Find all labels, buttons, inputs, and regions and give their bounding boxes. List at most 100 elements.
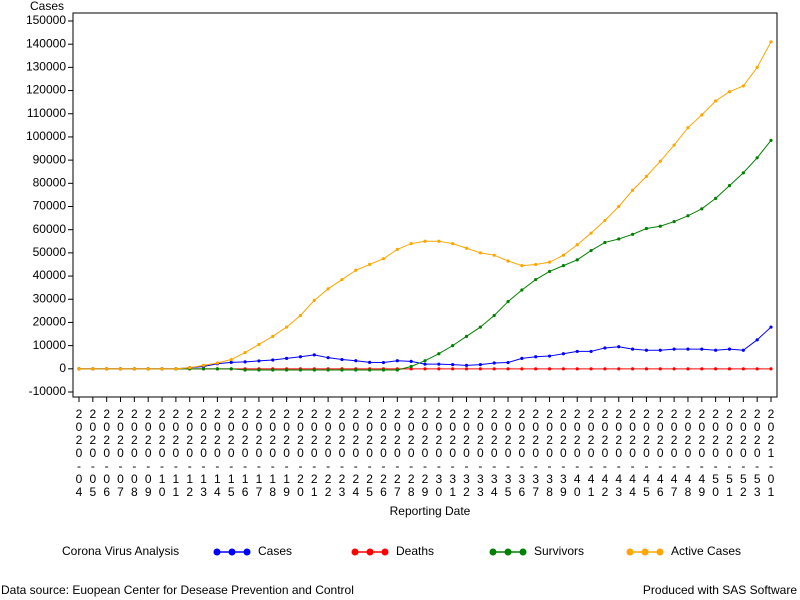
data-point — [672, 219, 676, 224]
x-tick-label: 2020-37 — [532, 407, 540, 499]
data-point — [644, 348, 649, 352]
x-tick-label: 2020-27 — [393, 407, 401, 499]
legend-label: Cases — [258, 544, 292, 558]
data-point — [520, 288, 524, 292]
data-point — [340, 368, 344, 372]
data-point — [368, 360, 372, 364]
x-tick-label: 2020-29 — [421, 407, 429, 499]
data-point — [146, 367, 150, 371]
data-point — [561, 264, 566, 268]
y-tick-label: 130000 — [26, 60, 66, 74]
data-point — [409, 242, 413, 246]
data-point — [229, 367, 233, 371]
data-point — [686, 126, 690, 130]
data-point — [506, 259, 510, 263]
data-point — [589, 248, 593, 253]
y-tick-label: 50000 — [33, 245, 67, 259]
data-point — [201, 367, 206, 371]
data-point — [451, 363, 455, 367]
data-point — [423, 367, 427, 371]
data-point — [589, 367, 593, 371]
y-tick-label: 60000 — [33, 222, 67, 236]
data-point — [298, 368, 303, 372]
data-point — [257, 368, 261, 372]
x-tick-label: 2020-52 — [739, 407, 747, 499]
data-point — [326, 368, 330, 372]
data-point — [506, 367, 510, 371]
legend-marker — [351, 548, 359, 556]
x-tick-label: 2020-39 — [560, 407, 567, 499]
data-point — [700, 207, 704, 211]
data-point — [617, 237, 621, 241]
data-point — [575, 349, 579, 354]
data-point — [534, 262, 538, 267]
x-axis-title: Reporting Date — [389, 504, 471, 518]
data-point — [451, 367, 455, 371]
legend-marker — [489, 548, 497, 556]
source-note: Data source: Euopean Center for Desease … — [1, 583, 354, 597]
x-tick-label: 2021-01 — [767, 407, 775, 499]
data-point — [769, 138, 773, 143]
x-tick-label: 2020-50 — [712, 407, 719, 499]
data-point — [631, 347, 635, 351]
data-point — [381, 360, 386, 365]
data-point — [755, 65, 759, 69]
data-point — [700, 347, 704, 351]
x-tick-label: 2020-47 — [670, 407, 678, 499]
data-point — [700, 113, 704, 117]
y-tick-label: 20000 — [33, 315, 67, 329]
data-point — [672, 347, 676, 351]
data-point — [492, 367, 496, 371]
y-tick-label: 70000 — [33, 199, 67, 213]
data-point — [354, 359, 358, 363]
x-tick-label: 2020-44 — [629, 407, 636, 499]
data-point — [174, 367, 178, 371]
data-point — [658, 348, 662, 352]
y-tick-label: 120000 — [26, 83, 66, 97]
data-point — [534, 355, 538, 359]
data-point — [312, 368, 316, 372]
data-point — [534, 367, 538, 371]
x-tick-label: 2020-48 — [684, 407, 692, 499]
data-point — [437, 362, 441, 366]
y-tick-label: 140000 — [26, 36, 66, 50]
data-point — [769, 367, 773, 371]
data-point — [368, 368, 372, 372]
data-point — [547, 269, 552, 274]
x-tick-label: 2020-38 — [546, 407, 553, 499]
data-point — [298, 313, 303, 318]
data-point — [437, 239, 441, 243]
legend-marker — [641, 548, 649, 556]
series-line — [79, 41, 772, 370]
x-tick-label: 2020-36 — [518, 407, 526, 499]
legend-marker — [213, 548, 221, 556]
data-point — [631, 188, 635, 192]
data-point — [160, 367, 164, 371]
data-point — [257, 359, 261, 363]
series-line — [79, 140, 772, 371]
data-point — [271, 358, 275, 362]
data-point — [464, 246, 469, 250]
data-point — [741, 171, 745, 175]
data-point — [575, 367, 579, 371]
data-point — [229, 357, 233, 362]
data-point — [769, 40, 773, 44]
data-point — [561, 253, 566, 257]
legend-marker — [504, 548, 512, 556]
data-point — [492, 313, 496, 318]
data-point — [340, 357, 344, 362]
x-tick-label: 2020-08 — [131, 407, 138, 499]
data-point — [271, 368, 275, 372]
data-point — [464, 367, 469, 371]
legend-label: Deaths — [396, 544, 434, 558]
data-point — [395, 359, 399, 363]
legend-label: Survivors — [534, 544, 584, 558]
data-point — [257, 342, 261, 347]
data-point — [672, 367, 676, 371]
data-point — [658, 224, 662, 228]
data-point — [91, 367, 95, 371]
x-tick-label: 2020-07 — [117, 407, 124, 499]
data-point — [381, 368, 386, 372]
y-axis-title: Cases — [30, 0, 64, 13]
